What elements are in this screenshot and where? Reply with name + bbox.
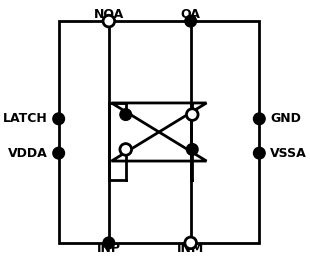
Text: VDDA: VDDA (8, 147, 48, 160)
Circle shape (103, 237, 115, 249)
Text: NOA: NOA (94, 8, 124, 21)
Circle shape (120, 144, 131, 155)
Text: INM: INM (177, 242, 204, 255)
Circle shape (185, 237, 197, 249)
Text: GND: GND (270, 112, 301, 125)
Circle shape (103, 15, 115, 27)
Circle shape (186, 144, 198, 155)
Circle shape (53, 147, 64, 159)
Text: OA: OA (181, 8, 201, 21)
Bar (59, 21, 259, 243)
Text: VSSA: VSSA (270, 147, 307, 160)
Text: INP: INP (97, 242, 121, 255)
Circle shape (53, 113, 64, 125)
Text: LATCH: LATCH (3, 112, 48, 125)
Circle shape (254, 113, 265, 125)
Circle shape (254, 147, 265, 159)
Circle shape (185, 15, 197, 27)
Circle shape (120, 109, 131, 120)
Circle shape (186, 109, 198, 120)
